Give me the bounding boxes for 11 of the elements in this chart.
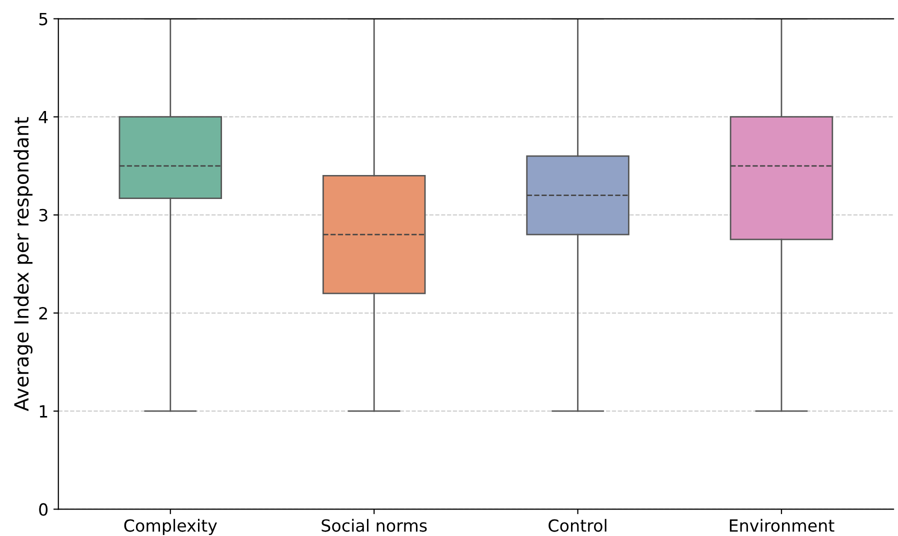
x-tick-label: Social norms bbox=[322, 518, 427, 532]
y-axis-title: Average Index per respondant bbox=[14, 117, 32, 412]
y-tick-label: 4 bbox=[38, 111, 48, 124]
y-tick-label: 3 bbox=[39, 208, 48, 222]
y-tick-label: 5 bbox=[39, 12, 48, 26]
y-tick-label: 2 bbox=[39, 306, 47, 320]
y-tick-label: 0 bbox=[39, 503, 48, 516]
x-tick-label: Control bbox=[548, 518, 606, 532]
y-tick-label: 1 bbox=[40, 405, 48, 418]
x-tick-label: Complexity bbox=[124, 518, 217, 536]
x-tick-label: Environment bbox=[730, 518, 834, 532]
